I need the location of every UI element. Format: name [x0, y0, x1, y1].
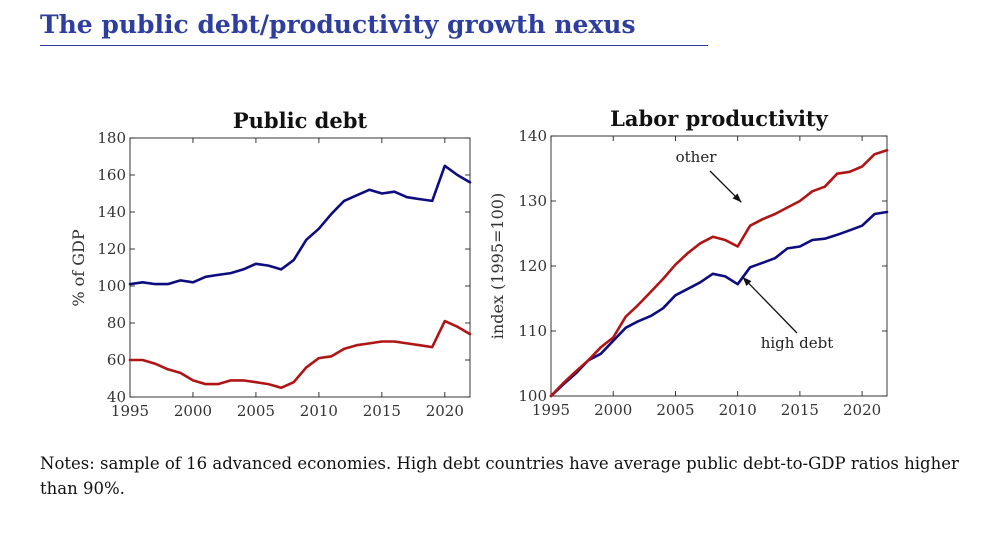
x-tick-label: 1995: [532, 401, 570, 419]
x-tick-label: 2005: [656, 401, 694, 419]
x-tick-label: 2010: [719, 401, 757, 419]
y-tick-label: 60: [107, 351, 126, 369]
chart-public-debt: Public debt 40 60 80 100 120 140 160 180 1995 2000…: [69, 108, 472, 420]
x-tick-label: 2020: [426, 402, 464, 420]
y-tick-label: 140: [518, 127, 547, 145]
annotation-arrow-head: [732, 193, 742, 203]
x-tick-label: 2000: [174, 402, 212, 420]
y-axis-label: % of GDP: [69, 229, 88, 307]
series-line-other: [128, 319, 472, 390]
y-tick-label: 130: [518, 192, 547, 210]
annotation-arrow-head: [742, 277, 752, 286]
y-tick-label: 120: [97, 240, 126, 258]
chart-title: Labor productivity: [610, 106, 828, 131]
annotation-arrow-line: [742, 276, 798, 334]
y-tick-label: 100: [97, 277, 126, 295]
series-line-other: [549, 149, 889, 398]
y-axis-label: index (1995=100): [488, 193, 507, 339]
y-tick-label: 160: [97, 166, 126, 184]
y-tick-label: 110: [518, 322, 547, 340]
series-line-high-debt: [549, 210, 889, 398]
annotation-label: other: [676, 148, 718, 166]
annotation-label: high debt: [761, 334, 834, 352]
y-tick-label: 100: [518, 387, 547, 405]
slide-title: The public debt/productivity growth nexu…: [40, 10, 636, 39]
plot-frame: [129, 137, 471, 398]
x-tick-label: 2015: [363, 402, 401, 420]
notes-text: Notes: sample of 16 advanced economies. …: [40, 454, 959, 498]
x-tick-label: 2020: [843, 401, 881, 419]
y-tick-label: 180: [97, 129, 126, 147]
x-tick-label: 2000: [594, 401, 632, 419]
x-tick-label: 2005: [237, 402, 275, 420]
x-tick-label: 2015: [781, 401, 819, 419]
chart-title: Public debt: [233, 108, 368, 133]
y-tick-label: 80: [107, 314, 126, 332]
x-tick-label: 2010: [300, 402, 338, 420]
series-line-high-debt: [128, 164, 472, 286]
x-tick-label: 1995: [111, 402, 149, 420]
y-tick-label: 40: [107, 388, 126, 406]
title-underline: [40, 45, 708, 46]
chart-labor-productivity: Labor productivity 100 110 120 130 140 1995 200…: [488, 106, 889, 419]
y-tick-label: 140: [97, 203, 126, 221]
y-tick-label: 120: [518, 257, 547, 275]
